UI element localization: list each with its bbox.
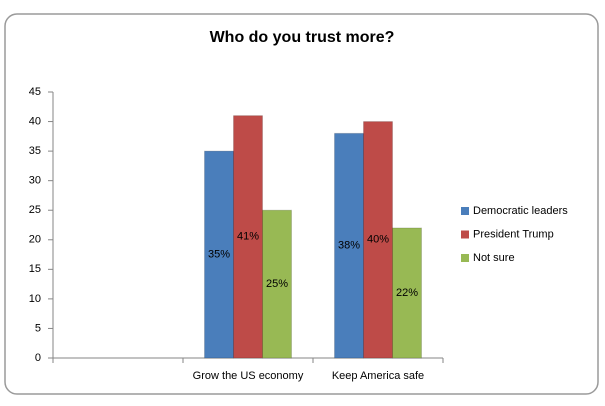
y-tick-label: 35 [29,145,41,157]
data-label: 35% [208,248,230,260]
bar [392,227,422,359]
y-tick-label: 45 [29,86,41,98]
legend-label: Democratic leaders [473,205,568,217]
bar [204,150,234,359]
legend-label: President Trump [473,228,554,240]
bar [363,121,393,359]
data-label: 25% [266,278,288,290]
y-tick-label: 20 [29,234,41,246]
bar [233,115,263,359]
y-tick-label: 40 [29,115,41,127]
data-label: 41% [237,231,259,243]
bar [262,209,292,359]
x-tick-label: Keep America safe [332,370,424,382]
data-label: 22% [396,287,418,299]
legend-swatch [461,230,469,239]
y-tick-label: 25 [29,204,41,216]
legend-swatch [461,207,469,215]
chart-title: Who do you trust more? [210,29,395,46]
legend-swatch [461,254,469,262]
chart-frame [4,13,599,395]
bar [334,132,364,359]
data-label: 40% [367,234,389,246]
x-tick-label: Grow the US economy [193,370,304,382]
data-label: 38% [338,240,360,252]
y-tick-label: 10 [29,293,41,305]
legend-label: Not sure [473,252,515,264]
y-tick-label: 5 [35,322,41,334]
y-tick-label: 15 [29,263,41,275]
y-tick-label: 30 [29,175,41,187]
y-tick-label: 0 [35,352,41,364]
